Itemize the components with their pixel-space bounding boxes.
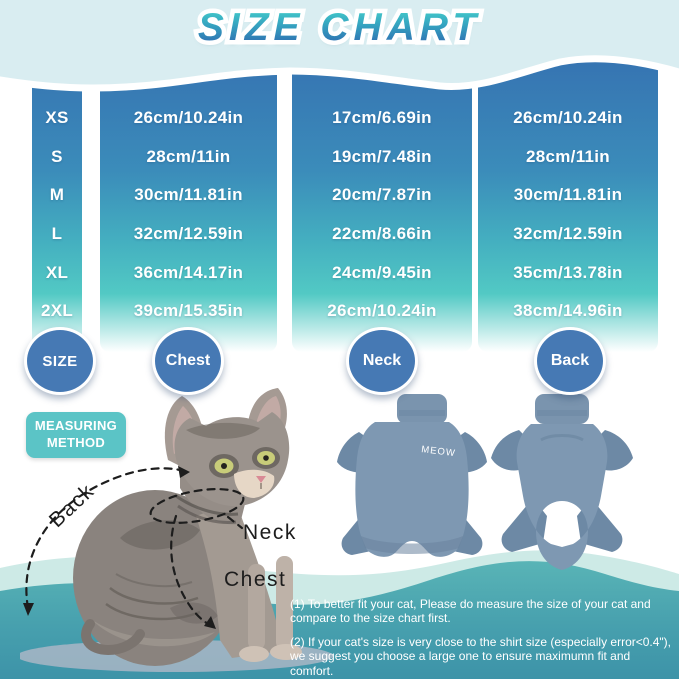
chest-value: 36cm/14.17in bbox=[133, 262, 244, 282]
size-label: XL bbox=[45, 262, 69, 282]
badge-line2: METHOD bbox=[46, 434, 106, 450]
chest-header-button: Chest bbox=[152, 327, 224, 395]
neck-column: 17cm/6.69in 19cm/7.48in 20cm/7.87in 22cm… bbox=[292, 60, 472, 352]
chest-value: 28cm/11in bbox=[146, 146, 231, 166]
size-label: L bbox=[51, 224, 63, 244]
back-value: 28cm/11in bbox=[526, 146, 610, 166]
chest-column: 26cm/10.24in 28cm/11in 30cm/11.81in 32cm… bbox=[100, 60, 277, 352]
neck-value: 26cm/10.24in bbox=[327, 301, 437, 321]
neck-value: 24cm/9.45in bbox=[332, 262, 432, 282]
chest-measure-line bbox=[170, 514, 213, 628]
size-header-button: SIZE bbox=[24, 327, 96, 395]
garment-photos: MEOW bbox=[337, 394, 633, 570]
neck-label: Neck bbox=[243, 521, 297, 544]
footnotes: (1) To better fit your cat, Please do me… bbox=[290, 597, 672, 679]
size-label: S bbox=[51, 146, 63, 166]
back-value: 35cm/13.78in bbox=[513, 262, 623, 282]
cat-shadow bbox=[20, 640, 333, 672]
garment-back bbox=[491, 394, 633, 570]
size-label: 2XL bbox=[40, 301, 74, 321]
page-title: SIZE CHART bbox=[197, 6, 482, 49]
neck-value: 19cm/7.48in bbox=[332, 146, 432, 166]
footnote-1: (1) To better fit your cat, Please do me… bbox=[290, 597, 651, 626]
neck-value: 17cm/6.69in bbox=[332, 108, 432, 128]
back-value: 30cm/11.81in bbox=[513, 185, 623, 205]
back-measure-line bbox=[25, 467, 186, 610]
size-column: XS S M L XL 2XL bbox=[32, 60, 82, 352]
badge-line1: MEASURING bbox=[34, 418, 118, 433]
back-value: 38cm/14.96in bbox=[513, 301, 623, 321]
measuring-method-badge: MEASURING METHOD bbox=[26, 412, 126, 458]
chest-value: 32cm/12.59in bbox=[133, 224, 244, 244]
size-label: XS bbox=[45, 108, 69, 128]
chest-value: 26cm/10.24in bbox=[133, 108, 244, 128]
neck-value: 22cm/8.66in bbox=[332, 224, 432, 244]
back-column: 26cm/10.24in 28cm/11in 30cm/11.81in 32cm… bbox=[478, 60, 658, 352]
chest-label: Chest bbox=[224, 568, 287, 591]
garment-front-label: MEOW bbox=[421, 444, 457, 459]
back-value: 32cm/12.59in bbox=[513, 224, 623, 244]
back-header-button: Back bbox=[534, 327, 606, 395]
back-value: 26cm/10.24in bbox=[513, 108, 623, 128]
size-label: M bbox=[49, 185, 65, 205]
neck-value: 20cm/7.87in bbox=[332, 185, 432, 205]
back-label: Back bbox=[44, 479, 100, 533]
footnote-2: (2) If your cat's size is very close to … bbox=[290, 634, 672, 678]
garment-front: MEOW bbox=[337, 394, 487, 557]
chest-value: 30cm/11.81in bbox=[134, 185, 243, 205]
chest-value: 39cm/15.35in bbox=[133, 301, 244, 321]
neck-measure-line bbox=[149, 488, 245, 524]
page-title-wrap: SIZE CHART SIZE CHART bbox=[0, 2, 679, 54]
neck-header-button: Neck bbox=[346, 327, 418, 395]
